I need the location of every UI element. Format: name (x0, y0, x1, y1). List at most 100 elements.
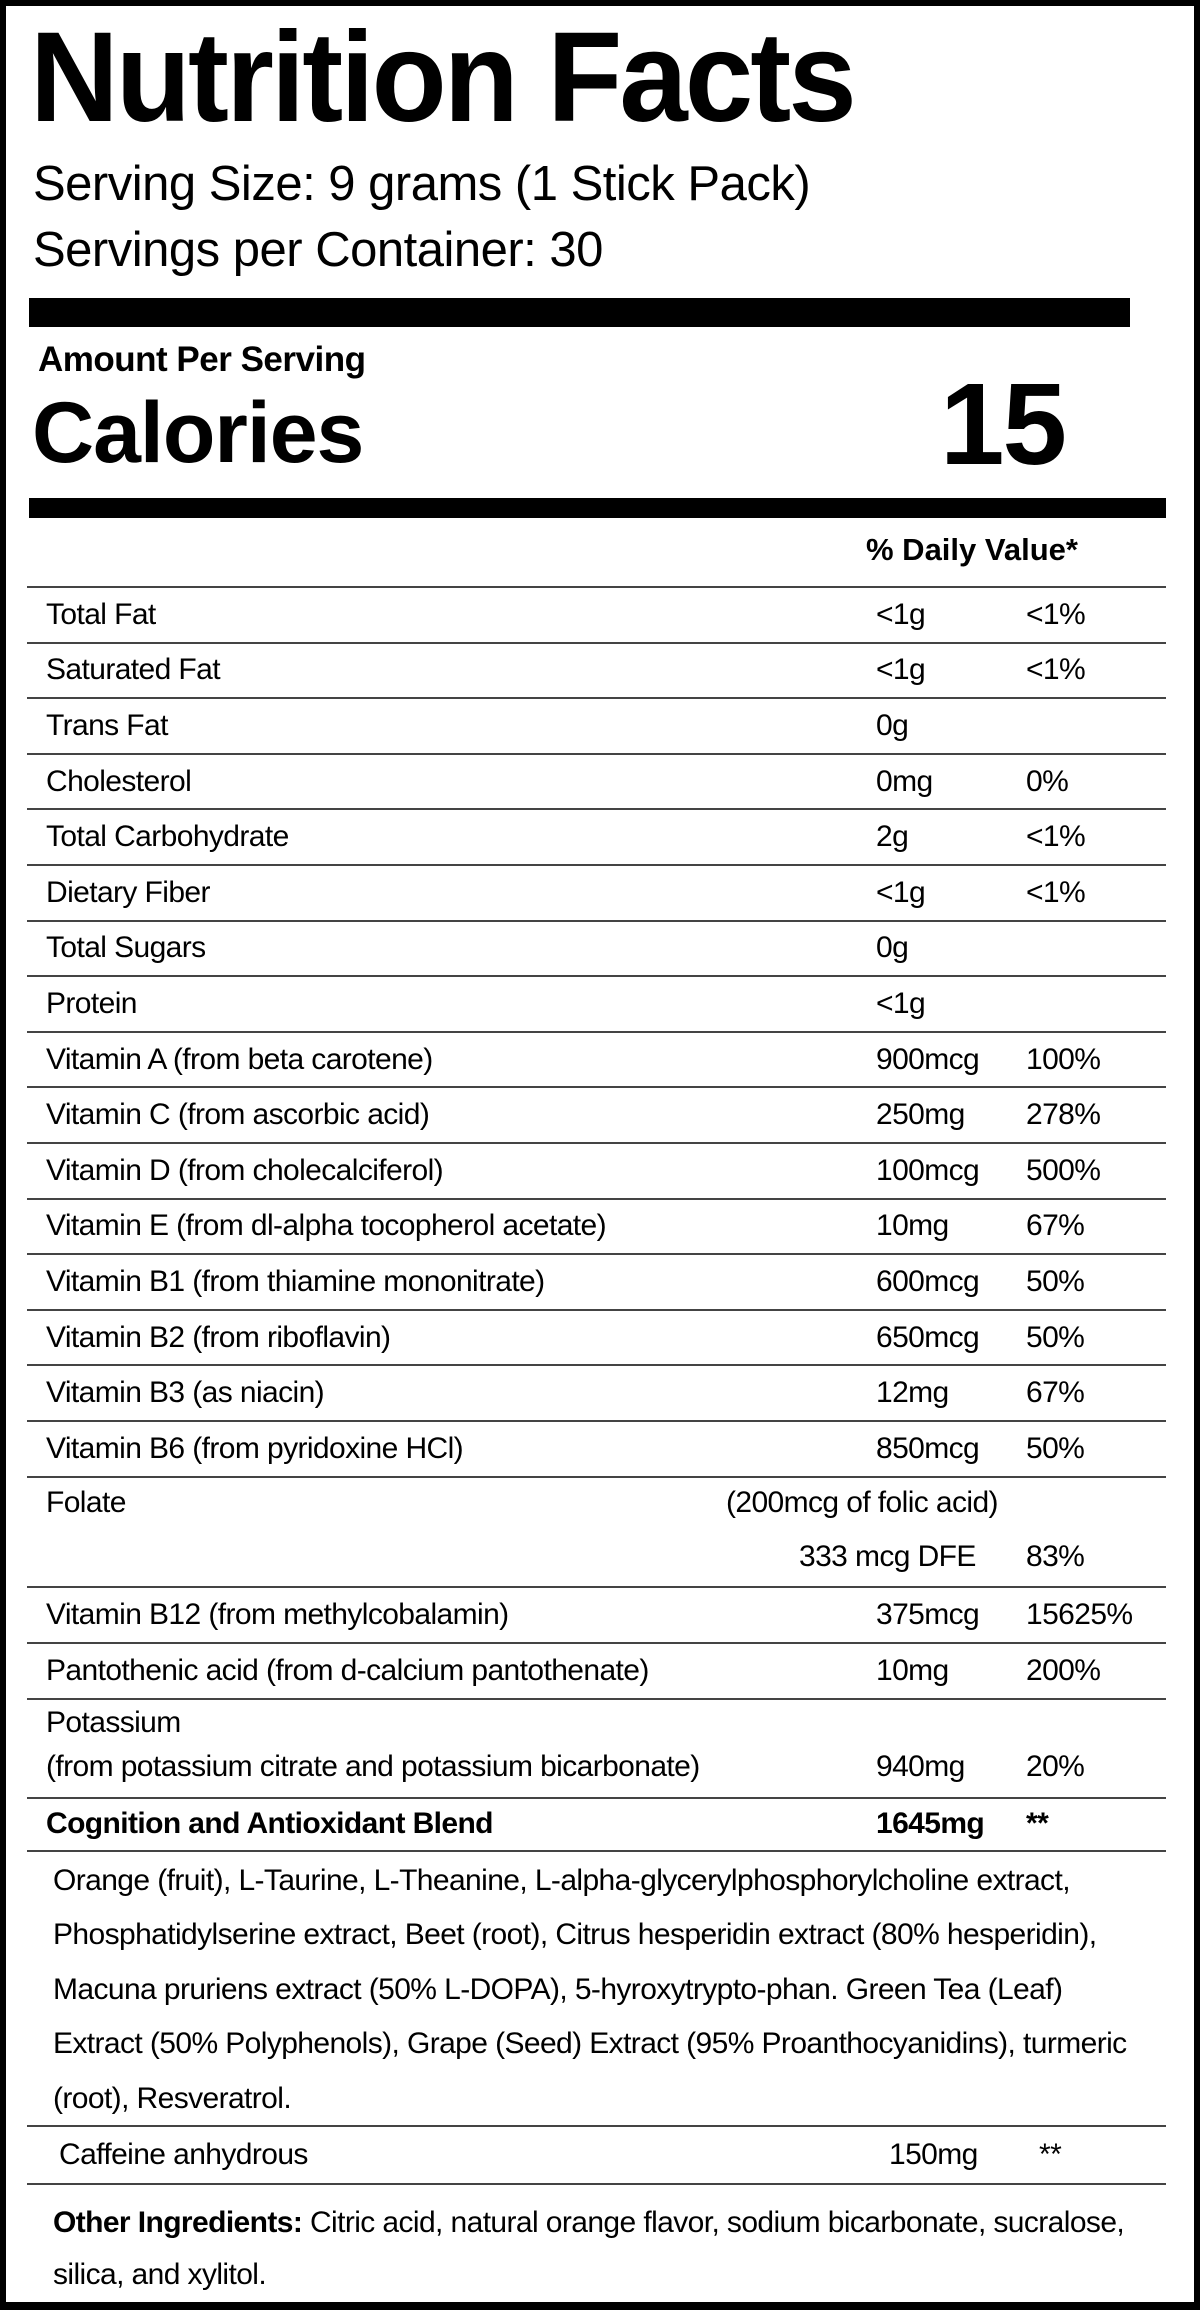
nutrient-daily-value: <1% (1026, 820, 1086, 854)
nutrient-daily-value: 67% (1026, 1376, 1085, 1410)
daily-value-header: % Daily Value* (866, 532, 1078, 567)
nutrient-amount: <1g (876, 597, 926, 631)
nutrient-name: Vitamin C (from ascorbic acid) (46, 1098, 430, 1132)
nutrient-daily-value: <1% (1026, 875, 1086, 909)
nutrient-daily-value: 278% (1026, 1098, 1101, 1132)
nutrient-name: Vitamin E (from dl-alpha tocopherol acet… (46, 1209, 607, 1243)
nutrient-amount: 0mg (876, 764, 933, 798)
nutrient-daily-value: 50% (1026, 1431, 1085, 1465)
nutrient-amount: 250mg (876, 1098, 965, 1132)
amount-per-serving-label: Amount Per Serving (38, 340, 366, 379)
nutrient-amount: 10mg (876, 1209, 949, 1243)
nutrient-daily-value: <1% (1026, 653, 1086, 687)
nutrient-row: Vitamin C (from ascorbic acid) 250mg 278% (27, 1088, 1166, 1144)
nutrient-name: Cholesterol (46, 764, 192, 798)
nutrient-name: Vitamin D (from cholecalciferol) (46, 1153, 444, 1187)
nutrient-name: Vitamin A (from beta carotene) (46, 1042, 433, 1076)
nutrient-row: Vitamin B12 (from methylcobalamin) 375mcg… (27, 1588, 1166, 1644)
nutrient-amount: 1645mg (876, 1807, 985, 1840)
nutrient-daily-value: 100% (1026, 1042, 1101, 1076)
nutrient-table: Total Fat <1g <1% Saturated Fat <1g <1% Trans … (27, 586, 1166, 2301)
nutrient-name: Total Sugars (46, 931, 206, 965)
nutrient-row: Trans Fat 0g (27, 699, 1166, 755)
nutrient-amount: 12mg (876, 1376, 949, 1410)
other-ingredients: Other Ingredients: Citric acid, natural … (27, 2185, 1166, 2301)
nutrient-name: Total Fat (46, 597, 156, 631)
nutrient-daily-value: 0% (1026, 764, 1069, 798)
nutrient-row: Vitamin D (from cholecalciferol) 100mcg 50… (27, 1144, 1166, 1200)
nutrient-name: Vitamin B2 (from riboflavin) (46, 1320, 391, 1354)
nutrient-amount: 100mcg (876, 1153, 980, 1187)
nutrient-amount: 650mcg (876, 1320, 980, 1354)
nutrient-row: Vitamin B3 (as niacin) 12mg 67% (27, 1366, 1166, 1422)
nutrient-amount: 0g (876, 708, 909, 742)
nutrient-row: Vitamin B1 (from thiamine mononitrate) 60… (27, 1255, 1166, 1311)
label-title: Nutrition Facts (30, 6, 857, 149)
nutrient-name: Vitamin B3 (as niacin) (46, 1376, 325, 1410)
nutrient-amount: <1g (876, 875, 926, 909)
nutrient-daily-value: 20% (1026, 1749, 1085, 1783)
thick-divider (29, 498, 1166, 518)
nutrient-row: Vitamin E (from dl-alpha tocopherol acet… (27, 1200, 1166, 1256)
nutrient-row: Total Carbohydrate 2g <1% (27, 810, 1166, 866)
nutrient-row: Total Fat <1g <1% (27, 588, 1166, 644)
nutrient-daily-value: 200% (1026, 1653, 1101, 1687)
nutrient-name: Vitamin B1 (from thiamine mononitrate) (46, 1264, 545, 1298)
nutrient-name: Folate (46, 1485, 126, 1519)
blend-ingredients: Orange (fruit), L-Taurine, L-Theanine, L… (53, 1863, 1127, 2115)
nutrient-name: Saturated Fat (46, 653, 221, 687)
nutrient-source: (from potassium citrate and potassium bi… (46, 1749, 700, 1783)
nutrient-amount: 850mcg (876, 1431, 980, 1465)
nutrient-daily-value: ** (1026, 1807, 1049, 1840)
nutrient-row: Vitamin B6 (from pyridoxine HCl) 850mcg 50… (27, 1422, 1166, 1478)
serving-size: Serving Size: 9 grams (1 Stick Pack) (33, 157, 811, 211)
nutrient-name: Dietary Fiber (46, 875, 211, 909)
nutrient-row: Saturated Fat <1g <1% (27, 644, 1166, 700)
calories-label: Calories (32, 385, 364, 481)
nutrient-row: Vitamin A (from beta carotene) 900mcg 100% (27, 1033, 1166, 1089)
nutrient-amount: 375mcg (876, 1597, 980, 1631)
nutrient-daily-value: ** (1039, 2137, 1062, 2171)
nutrient-daily-value: <1% (1026, 597, 1086, 631)
nutrient-row: Protein <1g (27, 977, 1166, 1033)
nutrient-row: Cognition and Antioxidant Blend 1645mg ** (27, 1799, 1166, 1852)
nutrient-daily-value: 15625% (1026, 1597, 1133, 1631)
nutrient-name: Trans Fat (46, 708, 168, 742)
nutrient-row: Pantothenic acid (from d-calcium pantoth… (27, 1644, 1166, 1700)
other-ingredients-label: Other Ingredients: (53, 2205, 303, 2239)
nutrient-daily-value: 500% (1026, 1153, 1101, 1187)
nutrient-amount: 10mg (876, 1653, 949, 1687)
nutrient-amount: 940mg (876, 1749, 965, 1783)
nutrient-name: Vitamin B6 (from pyridoxine HCl) (46, 1431, 464, 1465)
nutrient-name: Cognition and Antioxidant Blend (46, 1807, 494, 1840)
nutrient-name: Total Carbohydrate (46, 820, 289, 854)
nutrient-row-caffeine: Caffeine anhydrous 150mg ** (27, 2127, 1166, 2185)
nutrient-amount: 900mcg (876, 1042, 980, 1076)
nutrient-row: Dietary Fiber <1g <1% (27, 866, 1166, 922)
other-ingredients-text: Citric acid, natural orange flavor, sodi… (53, 2205, 1125, 2291)
nutrient-row: Vitamin B2 (from riboflavin) 650mcg 50% (27, 1311, 1166, 1367)
folate-note: (200mcg of folic acid) (726, 1485, 999, 1519)
nutrient-amount: 150mg (889, 2137, 978, 2171)
thick-divider (29, 298, 1130, 327)
calories-value: 15 (940, 359, 1067, 489)
nutrient-row-folate: Folate (200mcg of folic acid) 333 mcg DFE 8… (27, 1478, 1166, 1588)
nutrient-amount: 333 mcg DFE (799, 1539, 976, 1573)
nutrient-daily-value: 83% (1026, 1539, 1085, 1573)
nutrient-amount: 0g (876, 931, 909, 965)
nutrient-name: Protein (46, 986, 137, 1020)
nutrient-name: Vitamin B12 (from methylcobalamin) (46, 1597, 509, 1631)
nutrient-amount: 600mcg (876, 1264, 980, 1298)
nutrient-daily-value: 50% (1026, 1264, 1085, 1298)
nutrient-amount: <1g (876, 653, 926, 687)
nutrient-name: Potassium (46, 1705, 181, 1739)
nutrient-daily-value: 67% (1026, 1209, 1085, 1243)
nutrient-amount: 2g (876, 820, 909, 854)
servings-per-container: Servings per Container: 30 (33, 223, 603, 277)
nutrient-name: Pantothenic acid (from d-calcium pantoth… (46, 1653, 649, 1687)
nutrient-amount: <1g (876, 986, 926, 1020)
nutrient-name: Caffeine anhydrous (59, 2137, 308, 2171)
nutrient-daily-value: 50% (1026, 1320, 1085, 1354)
nutrient-row: Total Sugars 0g (27, 922, 1166, 978)
